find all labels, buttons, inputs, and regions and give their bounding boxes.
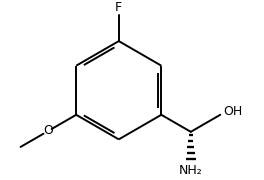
Text: NH₂: NH₂ (179, 164, 203, 177)
Text: OH: OH (224, 105, 243, 118)
Text: F: F (115, 1, 122, 14)
Text: O: O (44, 124, 53, 137)
